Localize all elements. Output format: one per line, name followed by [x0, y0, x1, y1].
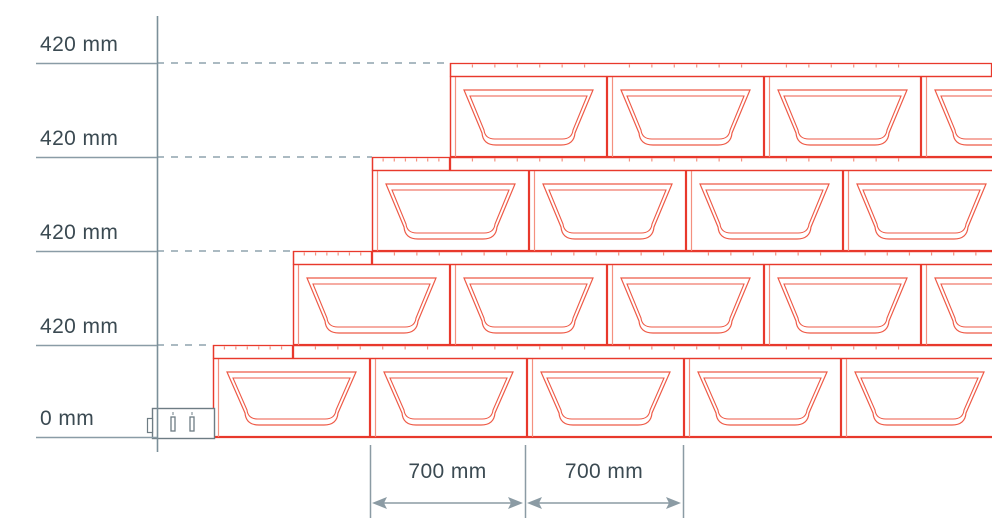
- block-inner-void-inner: [940, 95, 992, 140]
- elevation-label-3: 420 mm: [40, 315, 118, 338]
- block-inner-void-inner: [703, 377, 822, 420]
- block-outline: [920, 263, 992, 346]
- block-inner-void-inner: [783, 283, 902, 328]
- dashed-leader-lines: [157, 62, 450, 346]
- wall-block: [606, 75, 765, 158]
- block-inner-void-inner: [312, 283, 431, 328]
- block-inner-void-outer: [463, 277, 594, 334]
- block-inner-void-inner: [389, 377, 508, 420]
- block-inner-void-outer: [385, 183, 516, 240]
- block-inner-void-inner: [862, 189, 981, 234]
- block-inner-void-outer: [620, 89, 751, 146]
- block-inner-void-outer: [540, 371, 671, 426]
- wall-block: [449, 263, 608, 346]
- block-inner-void-inner: [469, 283, 588, 328]
- block-inner-void-inner: [626, 283, 745, 328]
- block-inner-void-inner: [391, 189, 510, 234]
- block-inner-void-outer: [697, 371, 828, 426]
- block-inner-void-outer: [306, 277, 437, 334]
- dimension-label-0: 700 mm: [408, 460, 486, 483]
- block-inner-void-outer: [934, 89, 992, 146]
- wall-block: [920, 263, 992, 346]
- block-inner-void-outer: [383, 371, 514, 426]
- foundation-mark-1: [189, 416, 195, 432]
- block-inner-void-outer: [542, 183, 673, 240]
- block-inner-void-inner: [626, 95, 745, 140]
- block-inner-void-outer: [620, 277, 751, 334]
- block-inner-void-inner: [940, 283, 992, 328]
- block-inner-void-outer: [854, 371, 985, 426]
- block-inner-void-outer: [777, 277, 908, 334]
- block-outline: [920, 75, 992, 158]
- block-inner-void-outer: [226, 371, 357, 426]
- horizontal-dimension-layer: 700 mm 700 mm: [369, 445, 685, 518]
- dimension-arrowhead-left-0: [372, 497, 387, 509]
- dimension-arrowhead-right-1: [666, 497, 681, 509]
- block-inner-void-outer: [699, 183, 830, 240]
- elevation-label-2: 420 mm: [40, 221, 118, 244]
- elevation-label-0: 420 mm: [40, 33, 118, 56]
- foundation-side-notch: [146, 417, 154, 434]
- block-inner-void-inner: [232, 377, 351, 420]
- dimension-label-1: 700 mm: [565, 460, 643, 483]
- block-inner-void-outer: [777, 89, 908, 146]
- wall-block: [920, 75, 992, 158]
- block-inner-void-inner: [860, 377, 979, 420]
- wall-blocks-layer: [212, 62, 992, 439]
- dimension-arrowhead-right-0: [508, 497, 523, 509]
- block-inner-void-inner: [546, 377, 665, 420]
- elevation-label-1: 420 mm: [40, 127, 118, 150]
- block-inner-void-inner: [783, 95, 902, 140]
- block-inner-void-outer: [934, 277, 992, 334]
- dimension-arrowhead-left-1: [527, 497, 542, 509]
- block-inner-void-inner: [705, 189, 824, 234]
- foundation-block-outline: [151, 407, 216, 440]
- elevation-label-4: 0 mm: [40, 407, 94, 430]
- block-inner-void-inner: [469, 95, 588, 140]
- elevation-axis-layer: 420 mm 420 mm 420 mm 420 mm 0 mm: [36, 16, 159, 452]
- foundation-mark-0: [170, 416, 176, 432]
- block-inner-void-outer: [463, 89, 594, 146]
- foundation-layer: [146, 407, 216, 440]
- block-inner-void-outer: [856, 183, 987, 240]
- block-inner-void-inner: [548, 189, 667, 234]
